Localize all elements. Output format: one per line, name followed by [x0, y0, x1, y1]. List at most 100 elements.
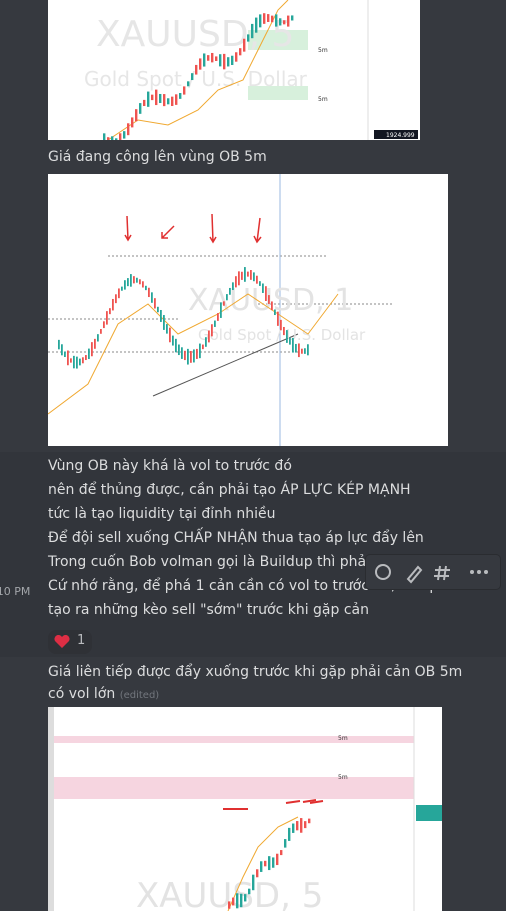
candle [292, 337, 294, 353]
candle [277, 311, 279, 326]
candle [115, 138, 118, 140]
candle [133, 276, 135, 284]
candle [284, 839, 287, 848]
reaction-count: 1 [77, 633, 86, 648]
candle [252, 874, 255, 891]
candle [289, 337, 291, 345]
chart-image-2[interactable]: XAUUSD, 1 Gold Spot / U.S. Dollar [48, 174, 448, 446]
candle [100, 329, 102, 334]
timestamp: 2:10 PM [0, 585, 31, 598]
candle [123, 131, 126, 139]
candle [163, 315, 165, 330]
watermark-subtitle: Gold Spot / U.S. Dollar [198, 326, 366, 344]
candle [183, 86, 186, 95]
message-line: Trong cuốn Bob volman gọi là Buildup thì… [48, 554, 370, 570]
caption-text: có vol lớn [48, 686, 116, 702]
candle [211, 52, 214, 63]
candle [70, 358, 72, 363]
candle [244, 267, 246, 282]
candle [307, 344, 309, 356]
thread[interactable] [434, 565, 450, 581]
reaction[interactable]: 1 [48, 630, 92, 654]
candle [227, 57, 230, 67]
candle [291, 15, 294, 21]
candle [295, 343, 297, 353]
candle [159, 93, 162, 104]
candle [304, 348, 306, 354]
candle [67, 350, 69, 366]
candle [286, 330, 288, 343]
candle [195, 64, 198, 75]
hovered-message [0, 452, 506, 657]
candle [127, 123, 130, 136]
candle [127, 278, 129, 287]
candle [179, 93, 182, 99]
price-label: 1924.999 [386, 132, 415, 139]
candle [251, 23, 254, 39]
candle [61, 344, 63, 356]
candle [203, 53, 206, 67]
candle [280, 319, 282, 331]
candle [112, 298, 114, 311]
candle [280, 850, 283, 856]
candle [151, 292, 153, 303]
candle [157, 306, 159, 313]
zone-label: 5m [318, 96, 328, 103]
candle [271, 301, 273, 311]
candle [235, 276, 237, 288]
candle [154, 298, 156, 309]
edit[interactable] [406, 565, 423, 584]
candle [220, 302, 222, 318]
candle [118, 288, 120, 299]
candle [88, 348, 90, 360]
candle [228, 901, 231, 909]
candle [135, 109, 138, 122]
candle [82, 357, 84, 364]
candle [260, 861, 263, 872]
candle [238, 271, 240, 286]
chart-image-1[interactable]: XAUUSD, 5 Gold Spot / U.S. Dollar 5m 5m … [48, 0, 420, 140]
chart-image-3[interactable]: 5m 5m XAUUSD, 5 [48, 707, 442, 911]
edited-tag: (edited) [119, 690, 160, 701]
caption: Giá đang công lên vùng OB 5m [48, 149, 267, 165]
candle [219, 54, 222, 67]
candle [247, 271, 249, 277]
candle [187, 348, 189, 365]
candle [236, 893, 239, 909]
candle [247, 34, 250, 42]
candle [115, 294, 117, 304]
candle [143, 99, 146, 107]
candle [130, 274, 132, 287]
candle [229, 287, 231, 295]
candle [300, 818, 303, 833]
candle [178, 344, 180, 356]
candle [265, 286, 267, 301]
candle [259, 281, 261, 286]
candle [94, 338, 96, 349]
candle [79, 358, 81, 366]
add-reaction[interactable] [375, 564, 391, 580]
candle [211, 324, 213, 337]
candle [243, 38, 246, 52]
candle [263, 13, 266, 24]
candle [241, 271, 243, 280]
candle [308, 818, 311, 824]
candle [103, 321, 105, 329]
candle [160, 309, 162, 322]
candle [253, 272, 255, 282]
candle [235, 52, 238, 62]
candle [139, 103, 142, 114]
candle [232, 282, 234, 291]
candle [205, 337, 207, 347]
candle [231, 55, 234, 65]
candle [268, 856, 271, 871]
candle [111, 136, 114, 140]
candle [163, 94, 166, 107]
candle [276, 853, 279, 866]
candle [167, 98, 170, 105]
candle [184, 350, 186, 361]
watermark: XAUUSD, 1 [188, 283, 353, 318]
more[interactable] [470, 570, 488, 574]
candle [226, 294, 228, 301]
candle [91, 342, 93, 357]
